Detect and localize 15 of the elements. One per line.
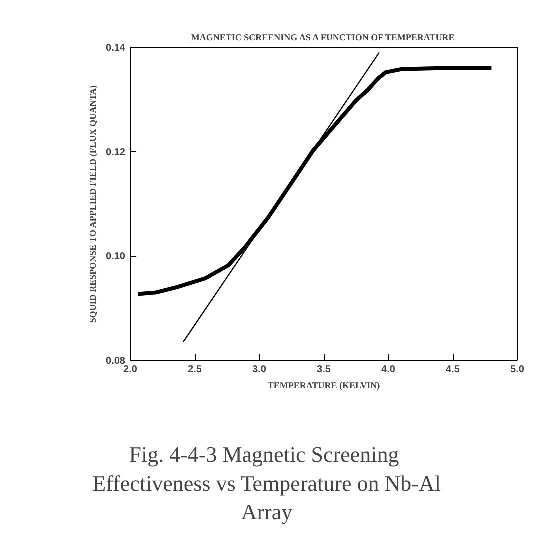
x-tick-label: 3.5 xyxy=(317,364,332,376)
y-tick-label: 0.14 xyxy=(106,43,126,54)
chart-title: MAGNETIC SCREENING AS A FUNCTION OF TEMPERATURE xyxy=(191,32,455,42)
x-tick-label: 5.0 xyxy=(510,364,525,376)
x-axis-title: TEMPERATURE (KELVIN) xyxy=(268,380,380,390)
x-tick-label: 2.5 xyxy=(188,364,202,376)
y-tick-label: 0.08 xyxy=(106,356,126,367)
x-tick-label: 4.0 xyxy=(382,364,396,376)
x-tick-label: 3.0 xyxy=(252,364,267,376)
y-tick-label: 0.12 xyxy=(106,147,126,158)
y-tick-label: 0.10 xyxy=(106,252,126,263)
x-tick-label: 2.0 xyxy=(124,364,138,376)
y-axis-title: SQUID RESPONSE TO APPLIED FIELD (FLUX QUANTA) xyxy=(88,86,98,324)
caption: Fig. 4-4-3 Magnetic Screening Effectiveness vs Temperature on Nb-Al Array xyxy=(92,442,441,524)
x-tick-label: 4.5 xyxy=(446,364,460,376)
